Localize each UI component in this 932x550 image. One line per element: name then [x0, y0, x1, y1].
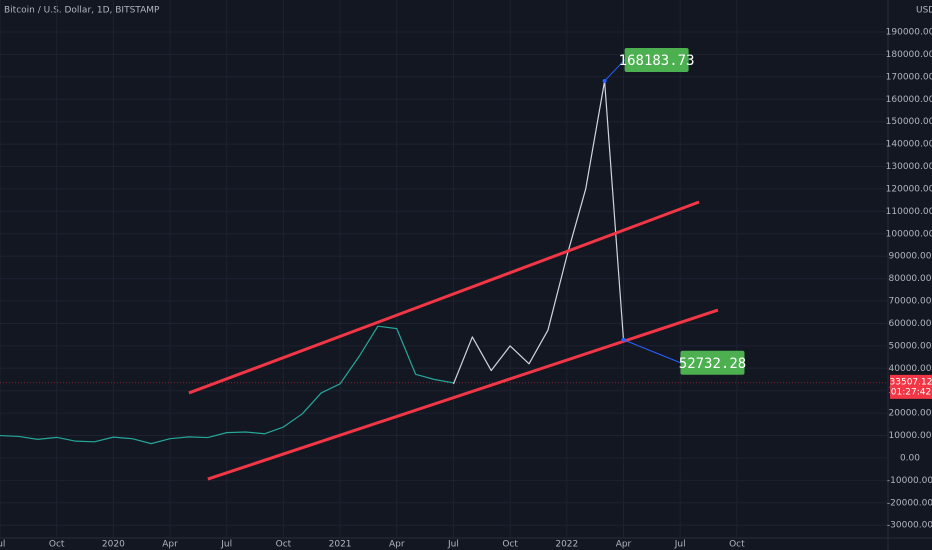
x-tick-label: Apr [616, 540, 632, 550]
series-line [452, 80, 625, 385]
y-tick-label: 160000.00 [886, 95, 932, 105]
series-line [188, 200, 700, 395]
x-tick-label: Apr [162, 540, 178, 550]
x-tick-label: Jul [674, 540, 686, 550]
annotation-connector [623, 339, 681, 364]
price-tag [890, 374, 932, 399]
y-tick-label: 150000.00 [886, 117, 932, 127]
price-tag-value: 33507.12 [890, 377, 932, 387]
y-tick-label: 60000.00 [889, 319, 932, 329]
y-tick-label: 90000.00 [889, 252, 932, 262]
price-tag-countdown: 01:27:42 [891, 387, 931, 397]
y-tick-label: -20000.00 [887, 498, 932, 508]
x-tick-label: Oct [502, 540, 518, 550]
annotation-box [624, 47, 689, 72]
annotation-label: 52732.28 [679, 356, 746, 372]
series-line [0, 325, 454, 445]
y-tick-label: 190000.00 [886, 28, 932, 38]
chart-title: Bitcoin / U.S. Dollar, 1D, BITSTAMP [4, 6, 160, 16]
y-tick-label: 130000.00 [886, 162, 932, 172]
y-tick-label: 70000.00 [889, 297, 932, 307]
y-tick-label: -10000.00 [887, 476, 932, 486]
annotation-connector [604, 59, 625, 82]
x-tick-label: Jul [220, 540, 232, 550]
x-tick-label: Oct [276, 540, 292, 550]
y-tick-label: 170000.00 [886, 72, 932, 82]
y-tick-label: 100000.00 [886, 229, 932, 239]
y-tick-label: 0.00 [900, 453, 920, 463]
x-tick-label: 2022 [555, 540, 578, 550]
series-line [207, 308, 719, 481]
y-tick-label: -30000.00 [887, 521, 932, 531]
x-tick-label: Oct [729, 540, 745, 550]
y-tick-label: 120000.00 [886, 184, 932, 194]
annotation-label: 168183.73 [619, 53, 695, 69]
x-tick-label: Apr [389, 540, 405, 550]
y-tick-label: 20000.00 [889, 409, 932, 419]
y-tick-label: 50000.00 [889, 341, 932, 351]
annotation-box [680, 350, 745, 375]
annotation-point [602, 78, 607, 83]
x-tick-label: 2020 [102, 540, 125, 550]
x-tick-label: Jul [447, 540, 459, 550]
y-tick-label: 10000.00 [889, 431, 932, 441]
currency: USD [916, 6, 932, 16]
y-tick-label: 80000.00 [889, 274, 932, 284]
x-tick-label: 2021 [329, 540, 352, 550]
y-tick-label: 110000.00 [886, 207, 932, 217]
y-tick-label: 140000.00 [886, 140, 932, 150]
y-tick-label: 40000.00 [889, 364, 932, 374]
x-tick-label: Oct [49, 540, 65, 550]
x-tick-label: Jul [0, 540, 5, 550]
annotation-point [621, 337, 626, 342]
y-tick-label: 180000.00 [886, 50, 932, 60]
